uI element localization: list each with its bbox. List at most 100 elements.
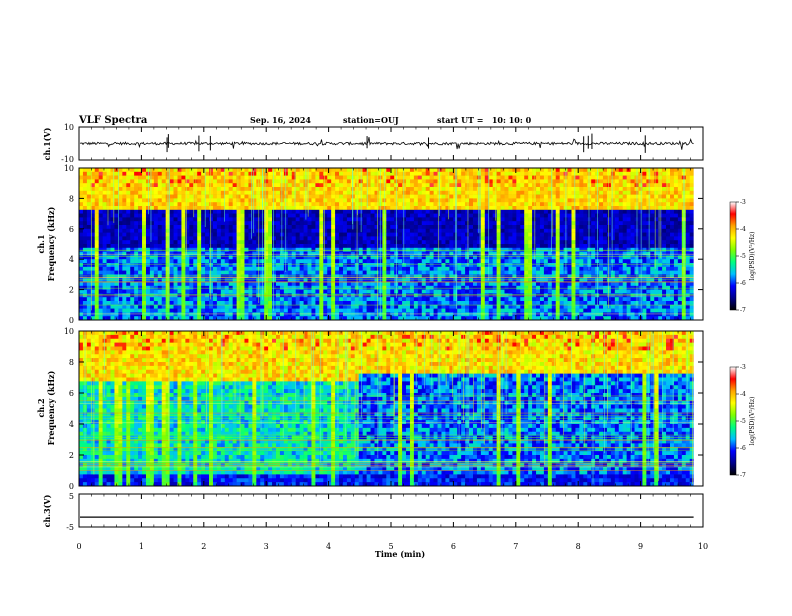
spec1-cell	[497, 183, 501, 187]
spec1-cell	[505, 176, 509, 180]
spec1-cell	[292, 259, 296, 263]
spec1-cell	[343, 183, 347, 187]
spec1-cell	[422, 195, 426, 199]
spec1-cell	[386, 305, 390, 309]
spec1-cell	[95, 286, 99, 290]
spec1-cell	[225, 312, 229, 316]
spec1-cell	[434, 252, 438, 256]
spec1-cell	[146, 210, 150, 214]
spec1-cell	[520, 233, 524, 237]
spec1-cell	[209, 305, 213, 309]
spec1-cell	[118, 221, 122, 225]
spec1-cell	[339, 210, 343, 214]
spec1-cell	[185, 309, 189, 313]
spec1-cell	[481, 301, 485, 305]
spec1-cell	[402, 187, 406, 191]
spec1-cell	[268, 206, 272, 210]
spec1-cell	[244, 187, 248, 191]
spec1-cell	[107, 195, 111, 199]
spec1-cell	[170, 191, 174, 195]
spec1-cell	[489, 214, 493, 218]
spec1-cell	[508, 255, 512, 259]
spec1-cell	[276, 305, 280, 309]
spec1-cell	[327, 225, 331, 229]
spec1-cell	[512, 309, 516, 313]
spec1-cell	[465, 252, 469, 256]
spec1-cell	[465, 312, 469, 316]
spec1-cell	[300, 176, 304, 180]
spec1-cell	[556, 259, 560, 263]
spec1-cell	[103, 305, 107, 309]
spec1-cell	[441, 286, 445, 290]
spec1-cell	[485, 312, 489, 316]
spec1-cell	[406, 240, 410, 244]
spec1-cell	[162, 236, 166, 240]
spec1-cell	[426, 255, 430, 259]
spec1-cell	[414, 301, 418, 305]
spec1-cell	[512, 225, 516, 229]
spec1-cell	[229, 217, 233, 221]
spec1-cell	[560, 309, 564, 313]
spec1-cell	[410, 172, 414, 176]
spec1-cell	[185, 286, 189, 290]
spec1-cell	[390, 225, 394, 229]
spec1-cell	[528, 309, 532, 313]
spec1-cell	[528, 221, 532, 225]
spec1-cell	[528, 286, 532, 290]
spec1-cell	[375, 206, 379, 210]
spec1-cell	[308, 229, 312, 233]
spec1-cell	[126, 297, 130, 301]
spec1-cell	[457, 305, 461, 309]
spec1-cell	[323, 286, 327, 290]
spec1-cell	[209, 176, 213, 180]
spec1-cell	[193, 271, 197, 275]
spec1-cell	[138, 229, 142, 233]
spec1-cell	[465, 271, 469, 275]
spec1-cell	[237, 240, 241, 244]
spec1-cell	[445, 286, 449, 290]
spec1-cell	[205, 202, 209, 206]
spec1-cell	[363, 176, 367, 180]
spec1-cell	[335, 183, 339, 187]
spec1-cell	[272, 217, 276, 221]
spec1-cell	[146, 252, 150, 256]
spec1-cell	[252, 225, 256, 229]
spec1-cell	[209, 172, 213, 176]
spec1-cell	[189, 301, 193, 305]
spec1-cell	[311, 255, 315, 259]
spec1-cell	[501, 176, 505, 180]
spec1-cell	[122, 252, 126, 256]
spec1-cell	[87, 195, 91, 199]
spec1-cell	[544, 225, 548, 229]
spec1-cell	[107, 183, 111, 187]
spec1-cell	[453, 301, 457, 305]
spec1-cell	[225, 267, 229, 271]
spec1-cell	[501, 240, 505, 244]
spec1-cell	[347, 225, 351, 229]
spec1-cell	[339, 191, 343, 195]
spec1-cell	[359, 309, 363, 313]
spec1-cell	[217, 179, 221, 183]
spec1-cell	[501, 301, 505, 305]
spec1-cell	[268, 217, 272, 221]
spec1-cell	[95, 225, 99, 229]
spec1-cell	[103, 191, 107, 195]
spec1-cell	[363, 195, 367, 199]
spec1-cell	[118, 195, 122, 199]
spec1-cell	[449, 183, 453, 187]
spec1-cell	[103, 297, 107, 301]
spec1-cell	[272, 187, 276, 191]
spec1-cell	[99, 255, 103, 259]
spec1-cell	[146, 312, 150, 316]
spec1-cell	[79, 236, 83, 240]
station-label: station=OUJ	[343, 115, 399, 125]
spec1-cell	[315, 187, 319, 191]
spec1-cell	[469, 187, 473, 191]
spec1-cell	[107, 240, 111, 244]
spec1-cell	[406, 217, 410, 221]
spec1-cell	[524, 255, 528, 259]
spec1-cell	[146, 297, 150, 301]
spec1-cell	[126, 301, 130, 305]
spec1-cell	[481, 206, 485, 210]
spec1-cell	[241, 252, 245, 256]
